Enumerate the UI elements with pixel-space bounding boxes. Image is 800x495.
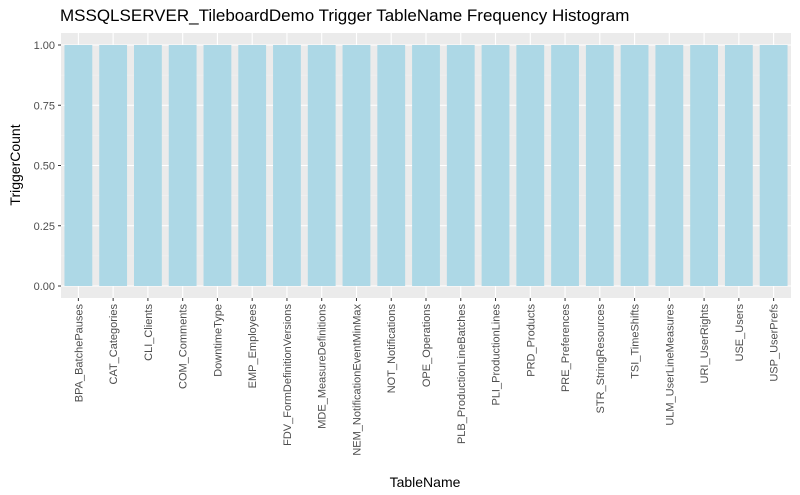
bar bbox=[273, 45, 301, 286]
bar bbox=[724, 45, 753, 286]
bar bbox=[342, 45, 371, 286]
bar bbox=[655, 45, 684, 286]
bar bbox=[412, 45, 440, 286]
x-tick-label: PLI_ProductionLines bbox=[491, 304, 503, 406]
x-tick-label: STR_StringResources bbox=[595, 304, 607, 414]
bar bbox=[481, 45, 510, 286]
bar bbox=[446, 45, 475, 286]
bar bbox=[551, 45, 579, 286]
bar bbox=[516, 45, 545, 286]
y-tick-label: 0.50 bbox=[34, 161, 55, 173]
x-tick-label: OPE_Operations bbox=[421, 304, 433, 388]
chart-title: MSSQLSERVER_TileboardDemo Trigger TableN… bbox=[60, 6, 630, 25]
y-tick-label: 0.75 bbox=[34, 100, 55, 112]
x-tick-label: PRD_Products bbox=[525, 304, 537, 377]
x-tick-label: PRE_Preferences bbox=[560, 304, 572, 393]
y-tick-label: 1.00 bbox=[34, 40, 55, 52]
bar bbox=[377, 45, 406, 286]
x-tick-label: USE_Users bbox=[734, 304, 746, 362]
bar bbox=[203, 45, 232, 286]
x-tick-label: BPA_BatchePauses bbox=[73, 304, 85, 403]
bar bbox=[307, 45, 336, 286]
bar bbox=[620, 45, 649, 286]
x-tick-label: DowntimeType bbox=[212, 304, 224, 377]
bar bbox=[585, 45, 614, 286]
bar bbox=[99, 45, 128, 286]
y-tick-label: 0.25 bbox=[34, 221, 55, 233]
bar bbox=[168, 45, 197, 286]
bar bbox=[134, 45, 162, 286]
x-tick-label: COM_Comments bbox=[178, 304, 190, 389]
x-tick-label: MDE_MeasureDefinitions bbox=[317, 304, 329, 429]
x-tick-label: EMP_Employees bbox=[247, 304, 259, 389]
bar bbox=[690, 45, 718, 286]
bar bbox=[759, 45, 788, 286]
x-tick-label: FDV_FormDefinitionVersions bbox=[282, 304, 294, 446]
x-tick-label: URI_UserRights bbox=[699, 304, 711, 384]
x-tick-label: NEM_NotificationEventMinMax bbox=[351, 304, 363, 456]
bar bbox=[64, 45, 93, 286]
x-tick-label: CLI_Clients bbox=[143, 304, 155, 361]
x-tick-label: USP_UserPrefs bbox=[769, 304, 781, 382]
bar bbox=[238, 45, 267, 286]
x-tick-label: CAT_Categories bbox=[108, 304, 120, 385]
x-tick-label: TSI_TimeShifts bbox=[630, 304, 642, 379]
x-tick-label: PLB_ProductionLineBatches bbox=[456, 304, 468, 445]
x-tick-label: NOT_Notifications bbox=[386, 304, 398, 394]
y-tick-label: 0.00 bbox=[34, 281, 55, 293]
x-tick-label: ULM_UserLineMeasures bbox=[664, 304, 676, 426]
x-axis-label: TableName bbox=[389, 474, 461, 490]
